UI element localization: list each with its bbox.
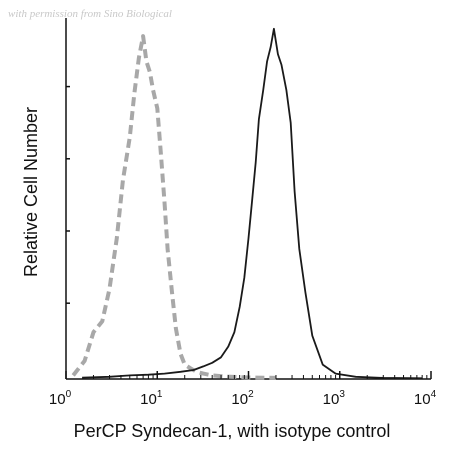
x-tick-label: 103 xyxy=(323,389,346,408)
x-tick-label: 101 xyxy=(140,389,163,408)
x-tick-label: 102 xyxy=(231,389,254,408)
y-axis-title: Relative Cell Number xyxy=(21,107,41,277)
ticks-layer: 100 101 102 103 104 xyxy=(49,371,437,408)
isotype-control-histogram xyxy=(71,34,277,380)
x-tick-label: 100 xyxy=(49,389,72,408)
watermark-text: with permission from Sino Biological xyxy=(8,8,172,20)
x-tick-label: 104 xyxy=(414,389,437,408)
syndecan-1-histogram xyxy=(82,27,423,380)
series-layer xyxy=(71,27,423,380)
x-axis-title: PerCP Syndecan-1, with isotype control xyxy=(74,421,391,441)
